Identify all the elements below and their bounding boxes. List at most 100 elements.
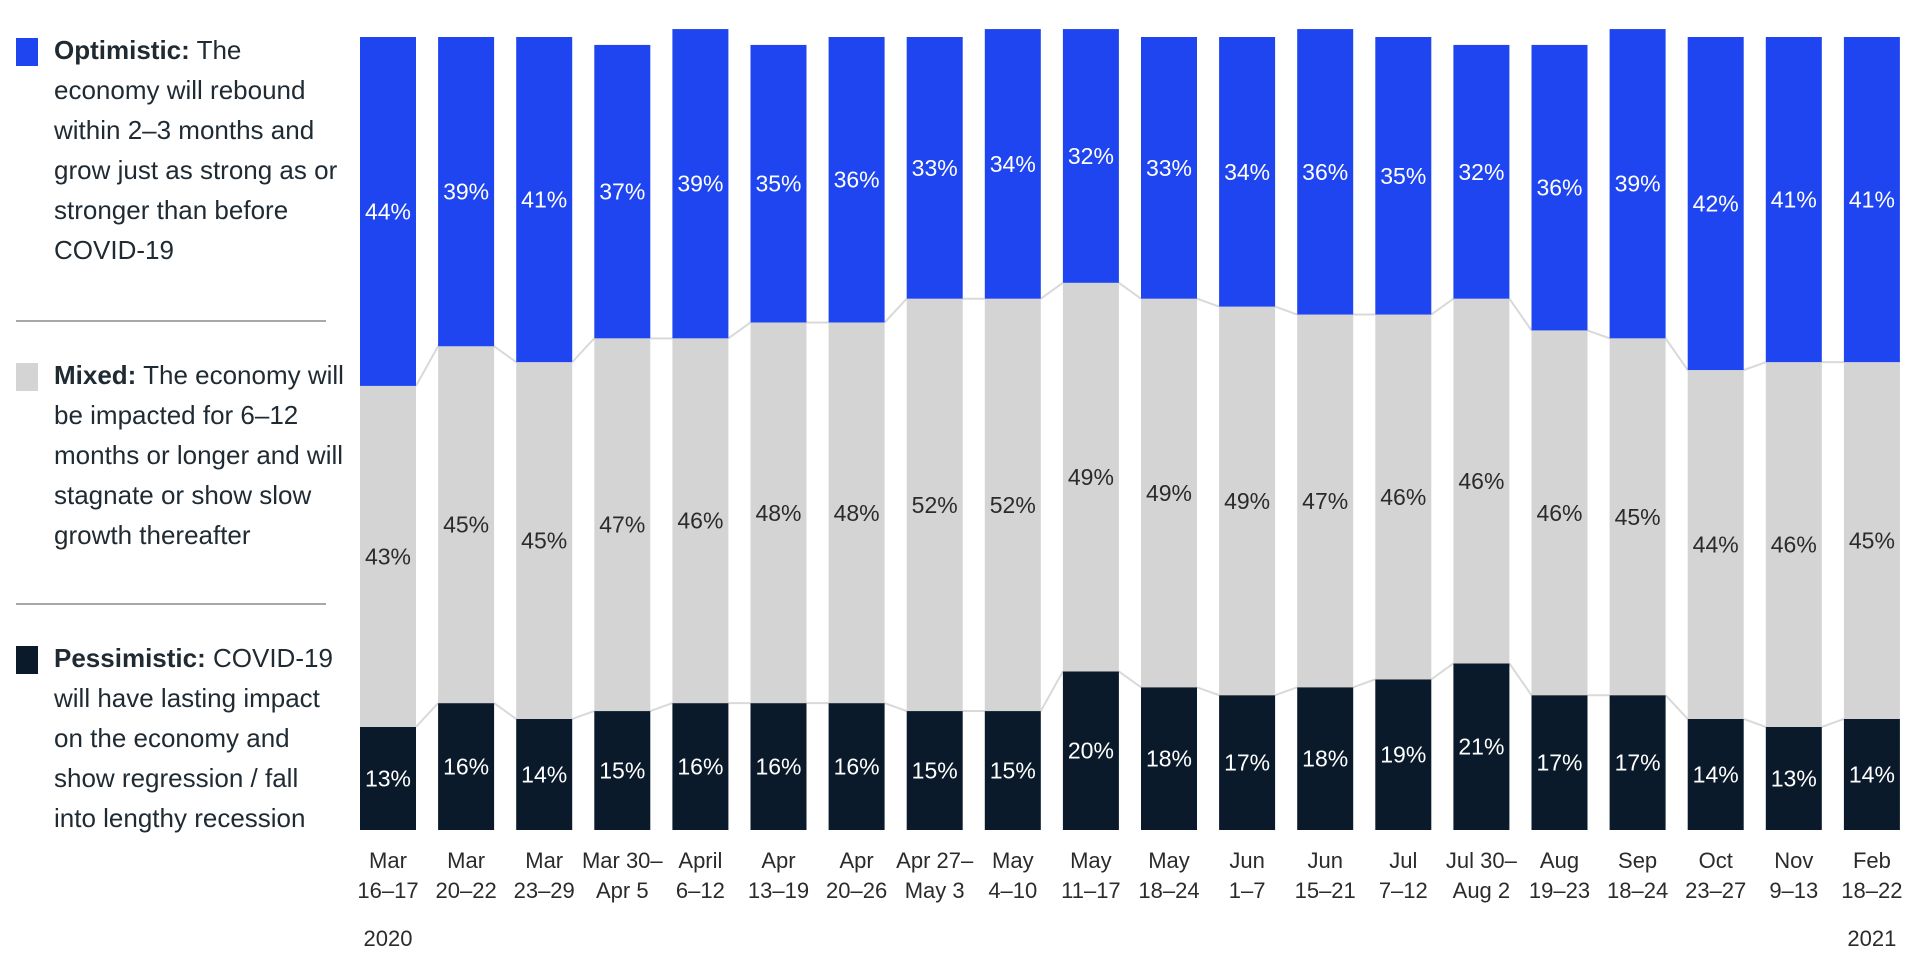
connector-line (884, 702, 908, 712)
bar-connectors (415, 282, 1845, 728)
data-label-mixed: 45% (1849, 528, 1895, 554)
bar-segment-optimistic (1375, 37, 1432, 315)
bar-segment-pessimistic (1297, 687, 1354, 830)
data-label-pessimistic: 14% (521, 761, 567, 787)
x-tick-label: Oct (1699, 848, 1733, 873)
connector-line (1118, 282, 1142, 300)
data-label-pessimistic: 14% (1849, 761, 1895, 787)
bar-segment-optimistic (750, 44, 807, 323)
bar-segment-mixed (1219, 306, 1276, 696)
data-label-pessimistic: 20% (1068, 738, 1114, 764)
data-label-mixed: 48% (834, 500, 880, 526)
bar-segment-pessimistic (1687, 718, 1744, 830)
data-label-pessimistic: 16% (443, 754, 489, 780)
bar-segment-optimistic (1219, 37, 1276, 307)
bar-segment-optimistic (828, 37, 885, 323)
bar-segment-mixed (594, 338, 651, 712)
bar-segment-pessimistic (1062, 671, 1119, 830)
x-tick-label: Apr (761, 848, 795, 873)
bar-segment-mixed (984, 298, 1041, 712)
bar-segment-mixed (1453, 298, 1510, 664)
x-tick-label: Jul 30– (1446, 848, 1518, 873)
legend-desc-mixed: The economy will be impacted for 6–12 mo… (54, 360, 344, 550)
data-label-mixed: 48% (755, 500, 801, 526)
x-tick-label: Apr 27– (896, 848, 974, 873)
bar-segment-mixed (1375, 314, 1432, 680)
x-tick-label: 20–22 (436, 878, 497, 903)
data-label-pessimistic: 13% (1771, 765, 1817, 791)
legend-desc-pessimistic: COVID-19 will have lasting impact on the… (54, 643, 333, 833)
bar-segment-pessimistic (672, 703, 729, 830)
legend-title-pessimistic: Pessimistic: (54, 643, 206, 673)
connector-line (571, 337, 596, 363)
bar-segment-mixed (1609, 338, 1666, 696)
bar-segment-optimistic (360, 37, 416, 386)
data-label-optimistic: 32% (1458, 159, 1504, 185)
x-tick-label: 11–17 (1061, 878, 1121, 903)
data-label-mixed: 46% (1771, 532, 1817, 558)
x-tick-label: Apr 5 (596, 878, 649, 903)
year-label: 2020 (364, 926, 413, 951)
data-label-pessimistic: 15% (990, 758, 1036, 784)
x-tick-label: Aug 2 (1453, 878, 1511, 903)
data-label-mixed: 45% (521, 528, 567, 554)
bar-segment-mixed (906, 298, 963, 712)
bar-group: 15% 52% 33% (906, 37, 963, 830)
connector-line (415, 345, 439, 387)
data-label-optimistic: 44% (365, 198, 411, 224)
data-label-optimistic: 41% (521, 187, 567, 213)
connector-line (1118, 670, 1142, 689)
data-label-optimistic: 42% (1693, 191, 1739, 217)
bar-segment-mixed (438, 346, 495, 704)
data-label-mixed: 43% (365, 543, 411, 569)
year-label: 2021 (1847, 926, 1896, 951)
connector-line (1040, 282, 1064, 300)
connector-line (1664, 694, 1689, 720)
bar-segment-mixed (1141, 298, 1197, 688)
data-label-pessimistic: 18% (1146, 746, 1192, 772)
x-tick-label: 1–7 (1229, 878, 1266, 903)
bar-segment-pessimistic (516, 718, 573, 830)
x-tick-label: Mar (447, 848, 485, 873)
connector-line (727, 321, 752, 340)
data-label-optimistic: 41% (1771, 187, 1817, 213)
x-tick-label: Apr (839, 848, 873, 873)
data-label-optimistic: 32% (1068, 143, 1114, 169)
bar-group: 18% 47% 36% (1297, 29, 1354, 830)
data-label-mixed: 46% (677, 508, 723, 534)
data-label-mixed: 45% (443, 512, 489, 538)
data-label-optimistic: 34% (990, 151, 1036, 177)
data-label-pessimistic: 17% (1536, 750, 1582, 776)
data-label-optimistic: 36% (1302, 159, 1348, 185)
data-label-optimistic: 36% (834, 167, 880, 193)
data-label-pessimistic: 14% (1693, 761, 1739, 787)
bar-group: 16% 46% 39% (672, 29, 729, 830)
bar-segment-optimistic (1843, 37, 1900, 363)
connector-line (1274, 305, 1298, 316)
bar-segment-pessimistic (906, 711, 963, 830)
connector-line (649, 702, 673, 712)
x-tick-label: 19–23 (1529, 878, 1590, 903)
x-tick-label: 15–21 (1295, 878, 1356, 903)
data-label-optimistic: 35% (755, 171, 801, 197)
bar-segment-optimistic (672, 29, 729, 339)
data-label-mixed: 47% (599, 512, 645, 538)
bar-segment-mixed (1062, 282, 1119, 672)
connector-line (1743, 361, 1767, 372)
data-label-optimistic: 39% (443, 179, 489, 205)
x-tick-label: 9–13 (1769, 878, 1818, 903)
data-label-mixed: 52% (990, 492, 1036, 518)
x-tick-label: Mar (525, 848, 563, 873)
data-label-mixed: 49% (1224, 488, 1270, 514)
data-label-pessimistic: 16% (755, 754, 801, 780)
legend-text-optimistic: Optimistic: The economy will rebound wit… (54, 30, 344, 270)
connector-line (1039, 670, 1064, 712)
bar-segment-pessimistic (1765, 726, 1822, 830)
bar-segment-optimistic (1062, 29, 1119, 283)
bar-group: 16% 48% 35% (750, 44, 807, 830)
connector-line (1508, 298, 1533, 331)
bar-segment-mixed (1687, 370, 1744, 719)
connector-line (571, 710, 595, 720)
bar-segment-pessimistic (1453, 663, 1510, 830)
